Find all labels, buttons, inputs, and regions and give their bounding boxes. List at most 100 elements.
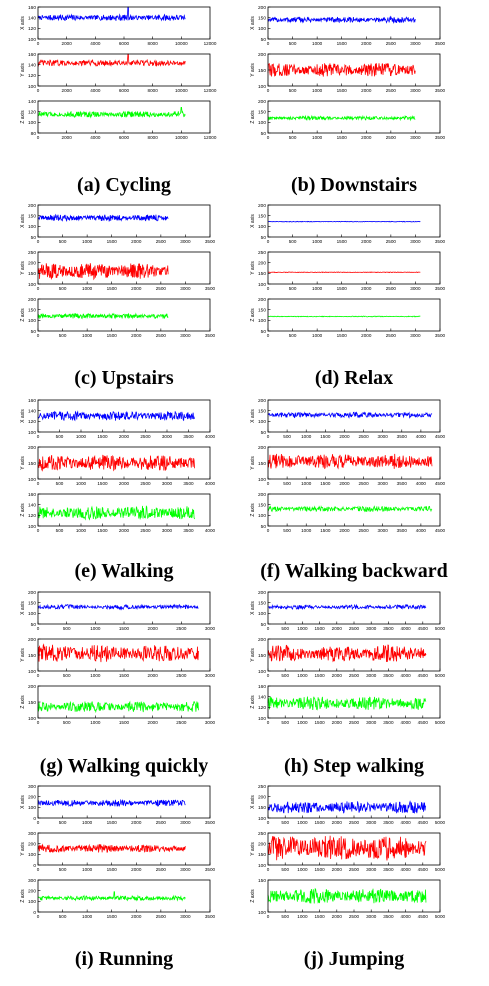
x-tick-label: 2500 bbox=[156, 239, 167, 244]
x-tick-label: 1000 bbox=[312, 88, 323, 93]
y-tick-label: 200 bbox=[28, 841, 36, 847]
y-tick-label: 0 bbox=[33, 816, 36, 822]
x-tick-label: 1500 bbox=[337, 333, 348, 338]
x-tick-label: 6000 bbox=[119, 135, 130, 140]
x-tick-label: 1500 bbox=[107, 867, 118, 872]
axes-frame bbox=[37, 6, 211, 40]
subplot-caption: (b) Downstairs bbox=[291, 174, 417, 196]
x-tick-label: 3500 bbox=[435, 135, 446, 140]
x-tick-label: 4500 bbox=[435, 481, 446, 486]
series-line-x-axis bbox=[37, 410, 195, 422]
x-tick-label: 1500 bbox=[337, 239, 348, 244]
x-tick-label: 2000 bbox=[339, 434, 350, 439]
x-tick-label: 1000 bbox=[90, 626, 101, 631]
y-axis-label: X axis bbox=[20, 409, 26, 423]
x-tick-label: 2000 bbox=[339, 481, 350, 486]
x-tick-label: 3500 bbox=[435, 41, 446, 46]
axis-panel-z-axis: 100 120 140 160 0 500 1000 1500 2000 2500 3000 3500… bbox=[20, 492, 216, 533]
y-tick-label: 150 bbox=[258, 852, 266, 858]
x-tick-label: 2500 bbox=[349, 720, 360, 725]
x-tick-label: 2000 bbox=[332, 673, 343, 678]
x-tick-label: 2000 bbox=[339, 528, 350, 533]
x-tick-label: 4500 bbox=[418, 720, 429, 725]
x-tick-label: 3000 bbox=[378, 434, 389, 439]
x-tick-label: 4500 bbox=[418, 673, 429, 678]
axis-panel-x-axis: 100 120 140 160 0 500 1000 1500 2000 2500 3000 3500… bbox=[20, 398, 216, 439]
x-tick-label: 1000 bbox=[82, 333, 93, 338]
x-tick-label: 3500 bbox=[183, 481, 194, 486]
y-tick-label: 50 bbox=[261, 622, 267, 628]
axes-frame bbox=[37, 298, 211, 332]
x-tick-label: 500 bbox=[56, 434, 64, 439]
y-axis-label: Y axis bbox=[250, 648, 256, 662]
x-tick-label: 3500 bbox=[383, 914, 394, 919]
x-tick-label: 1000 bbox=[312, 333, 323, 338]
y-tick-label: 100 bbox=[258, 120, 266, 126]
x-tick-label: 4500 bbox=[418, 914, 429, 919]
x-tick-label: 500 bbox=[289, 88, 297, 93]
x-tick-label: 1000 bbox=[312, 135, 323, 140]
x-tick-label: 4500 bbox=[435, 528, 446, 533]
series-line-y-axis bbox=[267, 644, 427, 663]
y-tick-label: 150 bbox=[28, 271, 36, 277]
series-line-z-axis bbox=[37, 505, 195, 521]
x-tick-label: 2500 bbox=[156, 820, 167, 825]
y-tick-label: 200 bbox=[258, 794, 266, 800]
y-tick-label: 200 bbox=[28, 445, 36, 451]
x-tick-label: 0 bbox=[37, 41, 40, 46]
y-tick-label: 200 bbox=[28, 297, 36, 303]
y-tick-label: 150 bbox=[28, 213, 36, 219]
x-tick-label: 2000 bbox=[119, 481, 130, 486]
subplot-caption: (e) Walking bbox=[74, 560, 173, 582]
x-tick-label: 3000 bbox=[366, 867, 377, 872]
y-tick-label: 200 bbox=[28, 794, 36, 800]
y-tick-label: 160 bbox=[258, 684, 266, 690]
series-line-y-axis bbox=[267, 271, 421, 274]
x-tick-label: 500 bbox=[59, 867, 67, 872]
x-tick-label: 1000 bbox=[76, 528, 87, 533]
y-tick-label: 200 bbox=[258, 297, 266, 303]
y-tick-label: 0 bbox=[33, 910, 36, 916]
x-tick-label: 3500 bbox=[205, 820, 216, 825]
y-tick-label: 100 bbox=[28, 611, 36, 617]
axis-panel-y-axis: 100 120 140 160 0 2000 4000 6000 8000 10000 12000 Y… bbox=[20, 52, 217, 93]
x-tick-label: 1500 bbox=[314, 867, 325, 872]
x-tick-label: 3000 bbox=[410, 286, 421, 291]
x-tick-label: 0 bbox=[267, 135, 270, 140]
x-tick-label: 5000 bbox=[435, 673, 446, 678]
axes-frame bbox=[37, 204, 211, 238]
x-tick-label: 2500 bbox=[386, 239, 397, 244]
y-tick-label: 100 bbox=[28, 37, 36, 43]
y-tick-label: 200 bbox=[258, 841, 266, 847]
x-tick-label: 500 bbox=[56, 528, 64, 533]
series-line-x-axis bbox=[267, 220, 421, 223]
x-tick-label: 3000 bbox=[366, 626, 377, 631]
x-tick-label: 0 bbox=[37, 434, 40, 439]
y-tick-label: 250 bbox=[28, 250, 36, 256]
y-tick-label: 200 bbox=[28, 888, 36, 894]
x-tick-label: 1000 bbox=[82, 286, 93, 291]
y-axis-label: Y axis bbox=[20, 456, 26, 470]
series-line-x-axis bbox=[37, 6, 186, 22]
x-tick-label: 2000 bbox=[361, 135, 372, 140]
y-tick-label: 250 bbox=[258, 784, 266, 790]
x-tick-label: 2000 bbox=[131, 914, 142, 919]
x-tick-label: 3500 bbox=[383, 626, 394, 631]
x-tick-label: 1000 bbox=[76, 434, 87, 439]
x-tick-label: 1500 bbox=[314, 820, 325, 825]
series-line-x-axis bbox=[37, 603, 199, 611]
x-tick-label: 4000 bbox=[205, 481, 216, 486]
x-tick-label: 500 bbox=[289, 333, 297, 338]
x-tick-label: 0 bbox=[267, 673, 270, 678]
x-tick-label: 500 bbox=[289, 135, 297, 140]
